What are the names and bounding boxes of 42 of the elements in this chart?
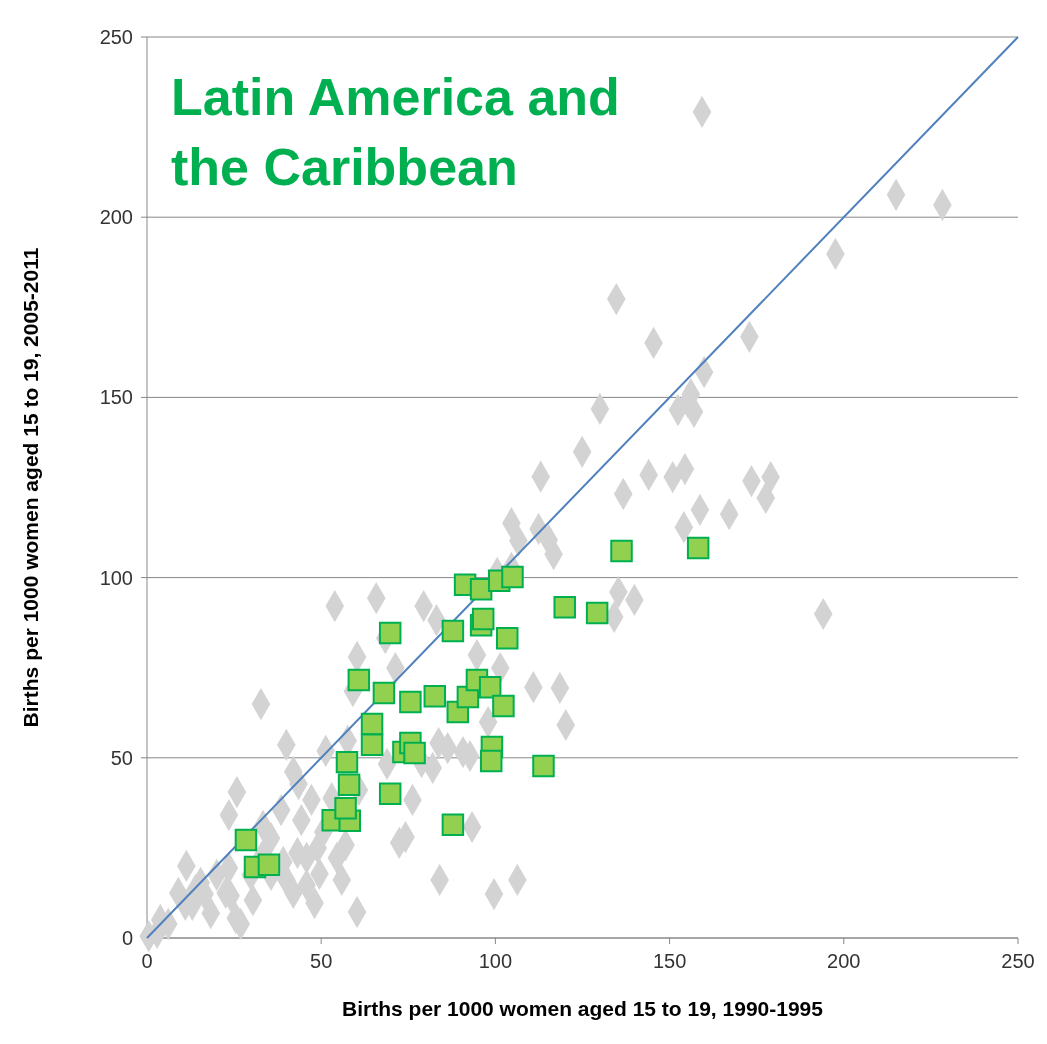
x-axis-title: Births per 1000 women aged 15 to 19, 1990-1995 [342, 997, 824, 1020]
y-tick-label: 0 [121, 927, 133, 949]
point [360, 712, 384, 736]
x-tick-label: 250 [1001, 950, 1035, 972]
point [360, 733, 384, 757]
point [492, 694, 515, 718]
text: Latin America and the Caribbean [171, 68, 620, 196]
point [441, 619, 465, 643]
point [501, 565, 524, 589]
point [378, 782, 402, 806]
x-tick-label: 200 [827, 950, 861, 972]
point [478, 675, 502, 699]
point [347, 668, 371, 692]
point [553, 595, 576, 619]
point [610, 539, 633, 563]
point [234, 828, 258, 852]
point [423, 684, 447, 708]
x-tick-label: 100 [478, 950, 513, 972]
y-tick-label: 250 [99, 26, 133, 48]
x-tick-label: 0 [141, 950, 153, 972]
point [479, 749, 503, 773]
point [471, 607, 495, 631]
point [532, 754, 555, 778]
point [378, 621, 402, 645]
y-tick-label: 150 [99, 386, 133, 409]
y-tick-label: 200 [99, 206, 133, 229]
y-tick-label: 100 [99, 566, 133, 589]
point [372, 681, 396, 705]
y-axis-title: Births per 1000 women aged 15 to 19, 2005-2011 [19, 247, 42, 728]
point [585, 601, 609, 625]
point [334, 797, 357, 820]
y-tick-label: 50 [110, 746, 133, 769]
point [257, 853, 281, 877]
point [337, 773, 361, 797]
point [403, 741, 426, 765]
point [441, 813, 465, 837]
point [399, 690, 422, 714]
point [686, 536, 710, 560]
point [496, 626, 519, 650]
x-tick-label: 150 [652, 950, 687, 972]
point [335, 750, 359, 774]
x-tick-label: 50 [310, 950, 333, 972]
